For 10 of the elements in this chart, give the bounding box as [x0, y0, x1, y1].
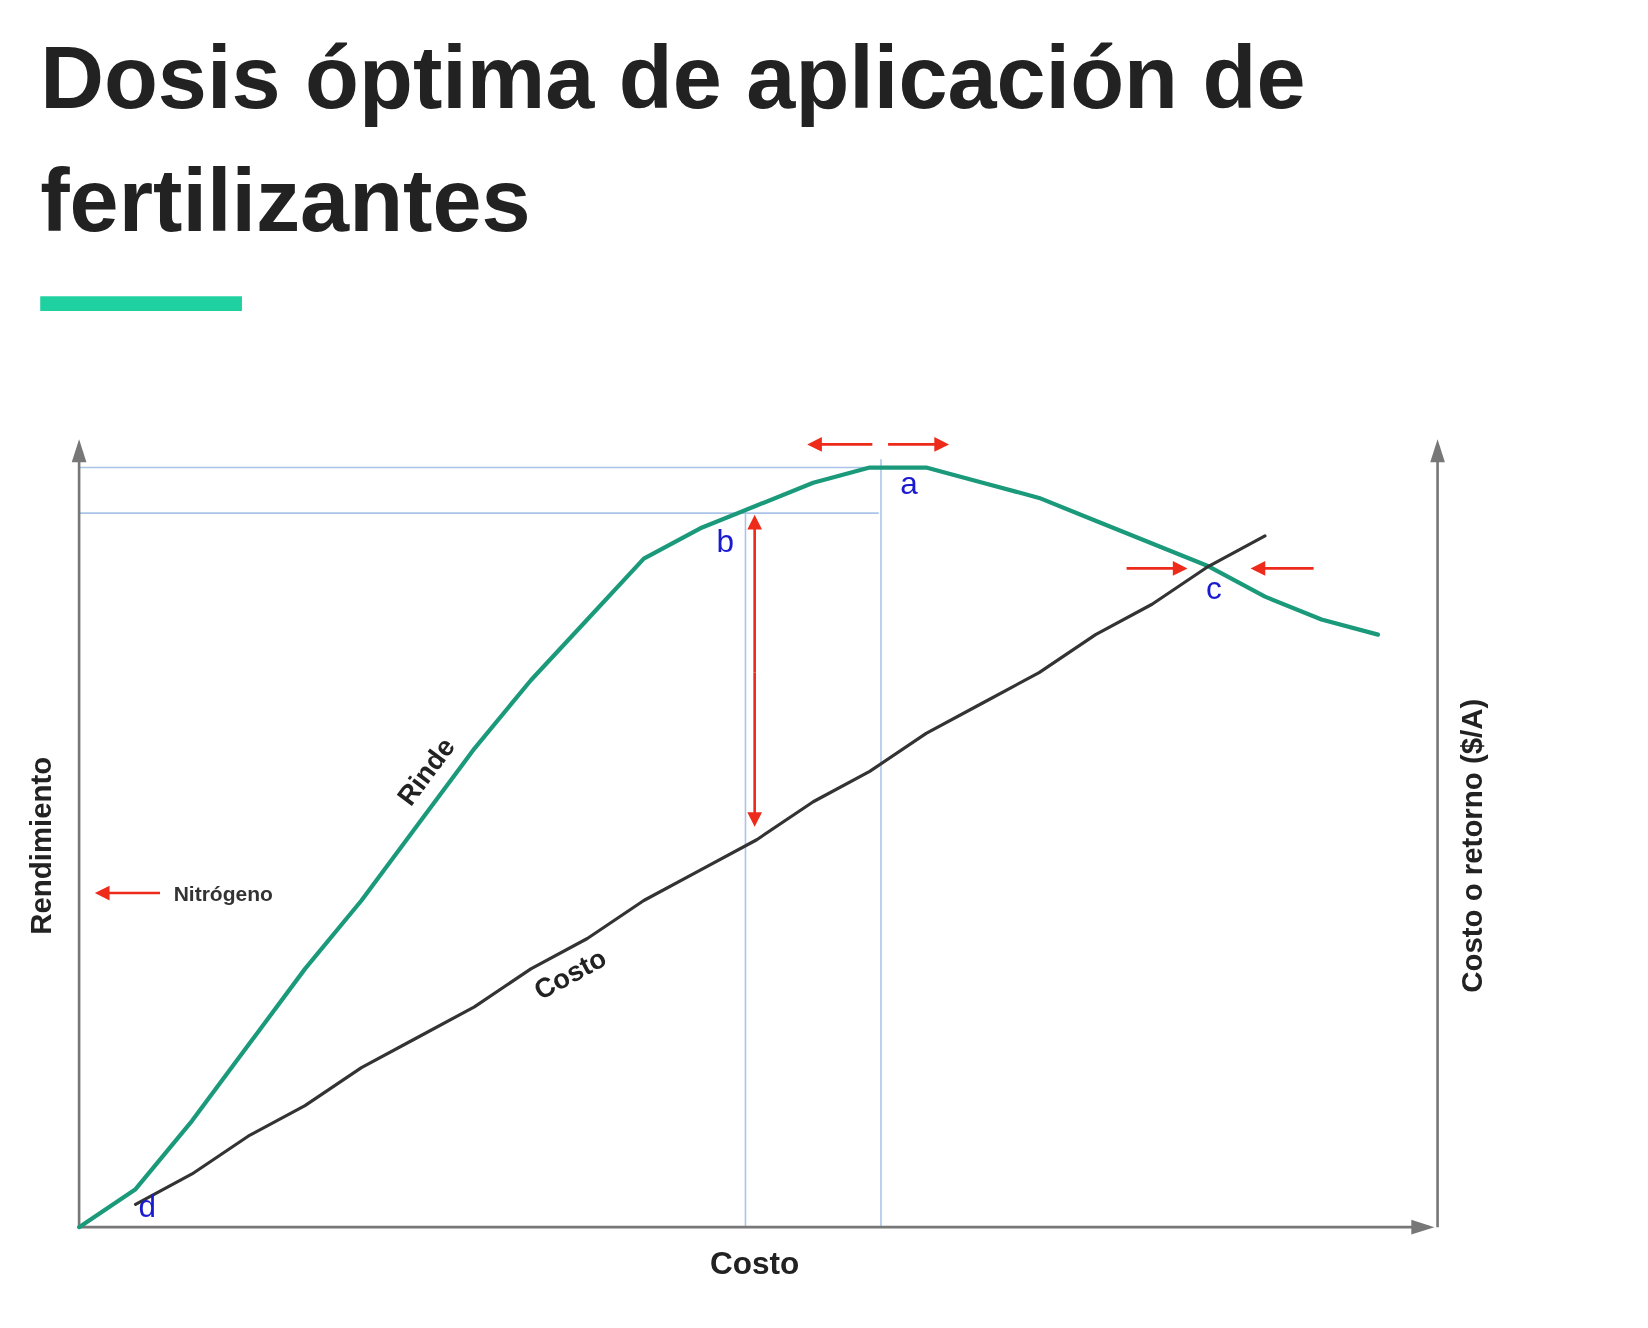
annotation: d [138, 1187, 157, 1224]
text: Costo [528, 941, 612, 1006]
x-axis-title: Costo [710, 1245, 800, 1282]
chart-title: Dosis óptima de aplicación de fertilizantes [40, 28, 1306, 251]
annotation: Nitrógeno [173, 881, 273, 905]
annotation: a [900, 464, 919, 501]
annotation: c [1205, 569, 1222, 606]
annotation: b [716, 522, 735, 559]
y-axis-title: Rendimiento [23, 756, 57, 935]
y2-axis-title: Costo o retorno ($/A) [1454, 698, 1488, 993]
